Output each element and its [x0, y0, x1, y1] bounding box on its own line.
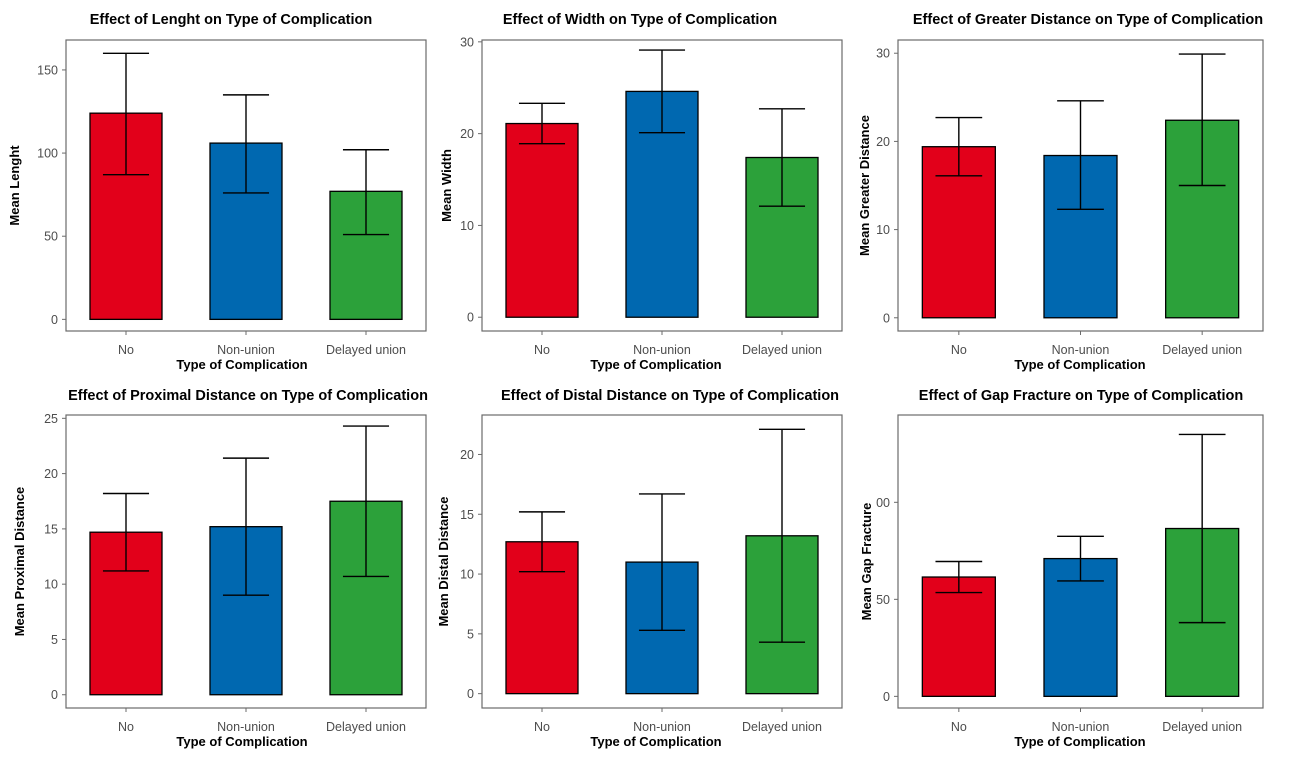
x-axis-label: Type of Complication — [590, 734, 721, 749]
x-tick-label: Delayed union — [1162, 343, 1242, 357]
x-axis-label: Type of Complication — [1014, 734, 1145, 749]
x-axis-label: Type of Complication — [1014, 357, 1145, 372]
x-tick-label: Non-union — [1052, 343, 1110, 357]
x-axis-label: Type of Complication — [176, 734, 307, 749]
y-tick-label: 0 — [51, 313, 58, 327]
x-tick-label: Delayed union — [326, 343, 406, 357]
y-tick-label: 0 — [883, 690, 890, 704]
chart-panel-2: Effect of Width on Type of Complication N… — [439, 12, 843, 372]
y-axis-label: Mean Gap Fracture — [859, 503, 874, 621]
plot-frame — [65, 39, 427, 332]
y-tick-label: 5 — [467, 627, 474, 641]
y-axis-label: Mean Lenght — [7, 145, 22, 226]
x-tick-label: No — [118, 720, 134, 734]
y-axis-label: Mean Greater Distance — [857, 115, 872, 256]
x-tick-label: Non-union — [633, 720, 691, 734]
chart-panel-4: Effect of Proximal Distance on Type of C… — [12, 388, 428, 749]
x-tick-label: No — [951, 343, 967, 357]
plot-frame — [481, 414, 843, 709]
x-tick-label: Delayed union — [1162, 720, 1242, 734]
y-tick-label: 30 — [876, 47, 890, 61]
y-tick-label: 150 — [37, 63, 58, 77]
y-tick-label: 10 — [460, 568, 474, 582]
y-tick-label: 50 — [876, 593, 890, 607]
x-tick-label: Delayed union — [742, 720, 822, 734]
y-tick-label: 20 — [876, 135, 890, 149]
x-axis-label: Type of Complication — [590, 357, 721, 372]
y-axis-label: Mean Distal Distance — [436, 496, 451, 626]
y-tick-label: 10 — [44, 578, 58, 592]
chart-panel-1: Effect of Lenght on Type of Complication… — [7, 12, 427, 372]
y-axis-label: Mean Width — [439, 149, 454, 222]
y-tick-label: 0 — [467, 311, 474, 325]
y-tick-label: 0 — [467, 687, 474, 701]
y-tick-label: 15 — [44, 522, 58, 536]
y-tick-label: 50 — [44, 230, 58, 244]
y-tick-label: 25 — [44, 412, 58, 426]
plot-frame — [481, 39, 843, 332]
plot-frame — [897, 39, 1264, 332]
y-tick-label: 00 — [876, 496, 890, 510]
y-tick-label: 0 — [51, 688, 58, 702]
x-tick-label: Delayed union — [326, 720, 406, 734]
x-tick-label: Non-union — [633, 343, 691, 357]
x-tick-label: Non-union — [217, 720, 275, 734]
bar-1 — [1043, 557, 1118, 698]
y-tick-label: 20 — [44, 467, 58, 481]
x-tick-label: No — [534, 720, 550, 734]
x-tick-label: No — [534, 343, 550, 357]
y-tick-label: 0 — [883, 311, 890, 325]
y-tick-label: 20 — [460, 448, 474, 462]
y-tick-label: 30 — [460, 35, 474, 49]
chart-title: Effect of Gap Fracture on Type of Compli… — [919, 388, 1243, 404]
y-axis-label: Mean Proximal Distance — [12, 487, 27, 637]
y-tick-label: 10 — [876, 223, 890, 237]
x-tick-label: No — [118, 343, 134, 357]
y-tick-label: 20 — [460, 127, 474, 141]
chart-title: Effect of Distal Distance on Type of Com… — [501, 388, 839, 404]
x-axis-label: Type of Complication — [176, 357, 307, 372]
x-tick-label: Non-union — [1052, 720, 1110, 734]
y-tick-label: 100 — [37, 147, 58, 161]
chart-title: Effect of Proximal Distance on Type of C… — [68, 388, 428, 404]
chart-panel-6: Effect of Gap Fracture on Type of Compli… — [859, 388, 1264, 749]
chart-title: Effect of Lenght on Type of Complication — [90, 12, 372, 28]
y-tick-label: 15 — [460, 508, 474, 522]
x-tick-label: Delayed union — [742, 343, 822, 357]
bar-0 — [505, 122, 579, 318]
x-tick-label: No — [951, 720, 967, 734]
x-tick-label: Non-union — [217, 343, 275, 357]
chart-panel-5: Effect of Distal Distance on Type of Com… — [436, 388, 843, 749]
plot-frame — [897, 414, 1264, 709]
chart-panel-3: Effect of Greater Distance on Type of Co… — [857, 12, 1264, 372]
plot-frame — [65, 414, 427, 709]
chart-title: Effect of Width on Type of Complication — [503, 12, 777, 28]
chart-title: Effect of Greater Distance on Type of Co… — [913, 12, 1263, 28]
y-tick-label: 10 — [460, 219, 474, 233]
y-tick-label: 5 — [51, 633, 58, 647]
bar-0 — [921, 576, 996, 698]
